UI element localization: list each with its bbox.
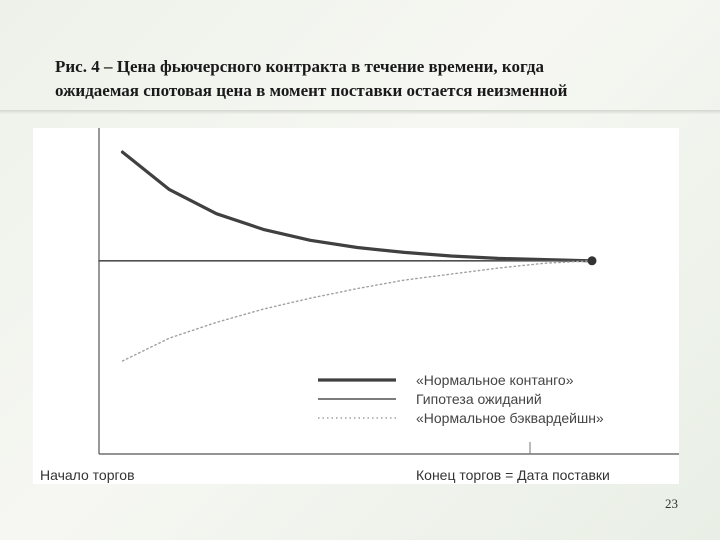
title-divider: [0, 110, 720, 114]
legend-label-2: Гипотеза ожиданий: [416, 391, 542, 407]
page-number: 23: [665, 496, 678, 511]
series-line-3: [121, 260, 593, 362]
legend-label-3: «Нормальное бэквардейшн»: [416, 410, 604, 426]
chart-card: «Нормальное контанго» Гипотеза ожиданий «Н…: [33, 128, 679, 484]
chart-svg: «Нормальное контанго» Гипотеза ожиданий «Н…: [40, 128, 679, 483]
legend: «Нормальное контанго» Гипотеза ожиданий «Н…: [318, 372, 604, 426]
slide-title: Рис. 4 – Цена фьючерсного контракта в те…: [55, 55, 685, 103]
slide-title-line-2: ожидаемая спотовая цена в момент поставк…: [55, 81, 568, 100]
series-layer: [98, 150, 594, 362]
x-label-end: Конец торгов = Дата поставки: [416, 467, 610, 483]
series-line-1: [120, 150, 594, 263]
slide-title-line-1: Рис. 4 – Цена фьючерсного контракта в те…: [55, 57, 544, 76]
delivery-point-marker: [587, 256, 597, 266]
x-label-start: Начало торгов: [40, 467, 135, 483]
legend-label-1: «Нормальное контанго»: [416, 372, 574, 388]
